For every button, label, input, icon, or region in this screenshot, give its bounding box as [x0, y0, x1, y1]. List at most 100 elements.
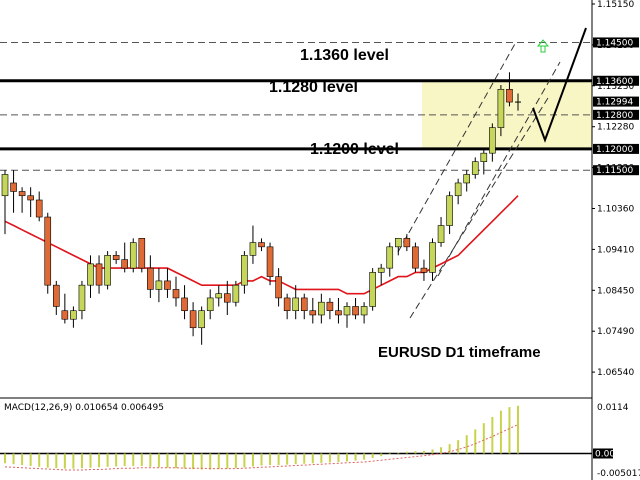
candle-body — [206, 297, 214, 312]
price-tag-label-0: 1.14500 — [596, 38, 633, 48]
candle-body — [412, 246, 419, 269]
trend-channel-layer — [397, 41, 561, 319]
candle-body — [147, 267, 154, 290]
candle-body — [429, 242, 436, 273]
candle-body — [300, 297, 308, 312]
candle-body — [232, 284, 240, 303]
level-labels-layer: 1.1360 level 1.1280 level 1.1200 level EURU… — [269, 47, 541, 361]
price-tag-4 — [593, 165, 639, 176]
macd-axis-label: 0.00 — [595, 449, 615, 459]
price-axis-label: 1.07490 — [597, 327, 634, 337]
candle-body — [420, 267, 428, 273]
candle-body — [112, 255, 120, 260]
candle-body — [377, 267, 385, 273]
candle-body — [318, 301, 325, 316]
price-tag-label-3: 1.12000 — [596, 145, 633, 155]
price-axis-label: 1.09410 — [597, 245, 634, 255]
candles-layer — [1, 72, 521, 345]
candle-body — [463, 174, 471, 184]
candle-body — [224, 293, 231, 303]
candle-body — [129, 242, 137, 269]
candle-body — [369, 272, 376, 307]
candle-body — [181, 297, 188, 312]
candle-body — [241, 255, 248, 286]
macd-axis-label: -0.005017 — [597, 469, 640, 479]
channel-line-0 — [397, 41, 517, 253]
candle-body — [283, 297, 291, 312]
candle-body — [138, 238, 146, 269]
candle-body — [198, 310, 205, 329]
candle-body — [454, 182, 462, 197]
candle-body — [189, 310, 197, 329]
candle-body — [360, 306, 368, 316]
projection-layer — [532, 27, 587, 143]
candle-body — [326, 301, 334, 312]
candle-body — [386, 246, 394, 269]
candle-body — [95, 263, 103, 286]
price-tag-1 — [593, 75, 639, 86]
candle-body — [352, 306, 359, 316]
price-tag-label-2: 1.12800 — [596, 111, 633, 121]
candle-body — [215, 293, 223, 299]
candle-body — [309, 310, 317, 316]
price-axis-label: 1.06540 — [597, 368, 634, 378]
candle-body — [343, 306, 351, 316]
price-tag-2 — [593, 109, 639, 120]
price-tag-label-4: 1.11500 — [596, 166, 633, 176]
candle-body — [471, 161, 479, 175]
macd-signal-line — [4, 424, 519, 471]
price-axis-label: 1.15150 — [597, 0, 634, 10]
candle-body — [104, 255, 111, 286]
macd-panel: MACD(12,26,9) 0.010654 0.006495 0.0114 0.0… — [0, 403, 640, 479]
price-tag-5 — [593, 96, 639, 107]
candle-body — [335, 310, 342, 316]
candle-body — [18, 191, 26, 197]
candle-body — [292, 297, 300, 312]
candle-body — [10, 182, 17, 192]
candle-body — [437, 225, 445, 243]
macd-axis-label: 0.0114 — [597, 403, 629, 413]
price-axis-label: 1.13230 — [597, 82, 634, 92]
candle-body — [249, 242, 257, 256]
candle-body — [87, 263, 94, 286]
candle-body — [155, 280, 163, 290]
candle-body — [78, 284, 86, 312]
timeframe-label: EURUSD D1 timeframe — [378, 344, 541, 361]
price-tag-label-1: 1.13600 — [596, 77, 633, 87]
candle-body — [506, 88, 513, 103]
price-tag-3 — [593, 143, 639, 154]
candle-body — [52, 284, 60, 307]
price-axis-label: 1.12280 — [597, 123, 634, 133]
candle-body — [497, 88, 505, 128]
candle-body — [121, 259, 128, 269]
candle-body — [394, 238, 402, 248]
candle-body — [266, 246, 274, 277]
candle-body — [258, 242, 265, 248]
level-label-3: 1.1200 level — [310, 141, 399, 158]
price-tags-layer: 1.14500 1.13600 1.12800 1.12000 1.11500 1.129… — [593, 37, 639, 176]
macd-title: MACD(12,26,9) 0.010654 0.006495 — [4, 403, 164, 413]
candle-body — [489, 127, 496, 154]
candle-body — [27, 195, 34, 201]
candle-body — [480, 152, 488, 162]
projection-path — [532, 27, 587, 143]
candle-body — [275, 276, 282, 299]
candle-body — [35, 199, 43, 218]
candle-body — [70, 310, 77, 320]
candle-body — [44, 216, 52, 286]
macd-zero-tag — [593, 448, 613, 459]
candle-body — [403, 238, 411, 248]
price-axis-label: 1.08450 — [597, 286, 634, 296]
level-label-2: 1.1280 level — [269, 79, 358, 96]
price-tag-label-5: 1.12994 — [596, 98, 633, 108]
channel-line-1 — [437, 61, 561, 277]
candle-body — [446, 195, 453, 226]
price-tag-0 — [593, 37, 639, 48]
level-label-1: 1.1360 level — [300, 47, 389, 64]
up-arrow-icon — [536, 39, 550, 53]
candle-body — [164, 280, 171, 290]
candle-body — [61, 310, 69, 320]
candle-body — [172, 289, 180, 299]
candle-body — [1, 174, 9, 197]
